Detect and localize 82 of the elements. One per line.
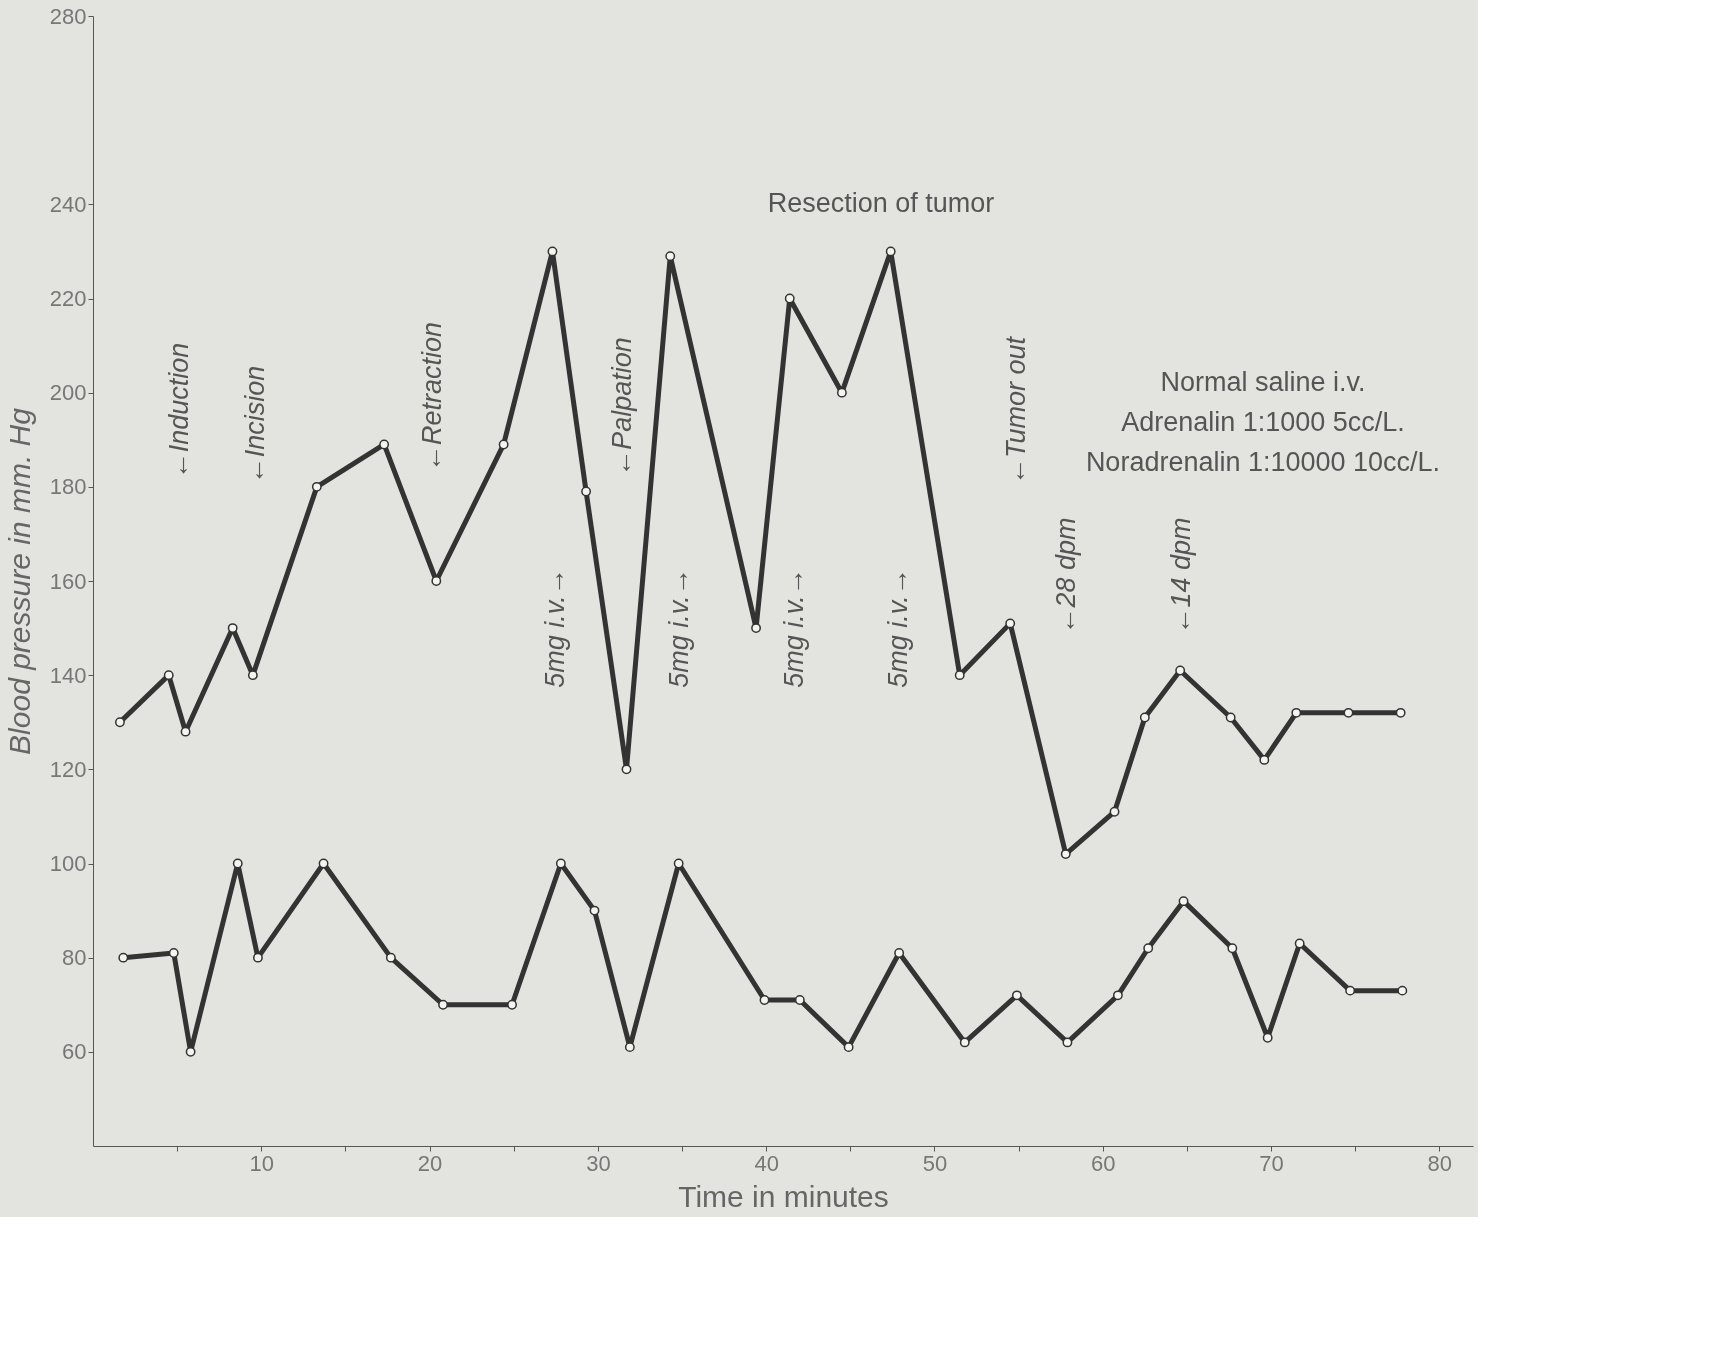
point	[438, 999, 448, 1010]
annotation: 5mg i.v.→	[883, 568, 913, 688]
y-tick-label: 80	[62, 945, 87, 971]
point	[794, 995, 805, 1005]
point	[168, 948, 179, 958]
point	[954, 670, 965, 681]
x-tick-label: 20	[417, 1150, 443, 1176]
point	[507, 999, 517, 1010]
y-tick-label: 240	[49, 191, 87, 217]
annotation: ←28 dpm	[1051, 517, 1081, 635]
annotation: ←Tumor out	[1001, 335, 1031, 486]
point	[1343, 707, 1354, 718]
point	[1178, 896, 1189, 907]
point	[118, 952, 129, 963]
annotation: ←Retraction	[417, 321, 447, 473]
annotation: 5mg i.v.→	[540, 568, 570, 688]
y-tick-label: 280	[49, 3, 87, 29]
point	[751, 623, 762, 634]
point	[247, 670, 258, 681]
y-tick-label: 140	[49, 662, 87, 688]
annotation: Normal saline i.v.	[1160, 367, 1366, 397]
point	[547, 246, 558, 257]
point	[1291, 707, 1302, 718]
point	[843, 1042, 854, 1053]
x-tick-label: 30	[586, 1150, 611, 1176]
point	[1395, 707, 1406, 718]
x-tick-label: 40	[754, 1150, 779, 1176]
point	[784, 293, 795, 304]
annotation: ←Induction	[164, 342, 194, 480]
point	[1060, 849, 1071, 860]
point	[959, 1037, 970, 1048]
point	[1175, 665, 1186, 676]
x-tick-label: 10	[249, 1150, 275, 1176]
point	[894, 948, 905, 958]
annotation: ←Palpation	[607, 337, 637, 477]
y-tick-label: 100	[49, 851, 87, 876]
x-tick-label: 50	[922, 1150, 948, 1176]
annotation: Adrenalin 1:1000 5cc/L.	[1121, 407, 1405, 437]
y-tick-label: 220	[49, 286, 87, 311]
point	[498, 439, 509, 450]
annotation: ←14 dpm	[1166, 517, 1196, 635]
x-axis-title: Time in minutes	[678, 1179, 889, 1213]
point	[589, 905, 600, 916]
annotation: 5mg i.v.→	[664, 568, 694, 688]
point	[1011, 990, 1022, 1001]
y-tick-label: 180	[49, 474, 87, 500]
point	[379, 439, 390, 450]
annotation: ←Incision	[240, 365, 270, 485]
point	[1139, 712, 1150, 723]
point	[624, 1042, 635, 1053]
point	[1397, 985, 1408, 996]
point	[1062, 1037, 1073, 1048]
y-tick-label: 160	[49, 568, 87, 594]
x-tick-label: 60	[1091, 1150, 1116, 1176]
point	[759, 995, 770, 1005]
point	[581, 486, 592, 497]
point	[621, 764, 632, 775]
point	[1225, 712, 1236, 723]
point	[1259, 754, 1270, 765]
point	[1227, 943, 1238, 954]
point	[1294, 938, 1305, 949]
point	[385, 952, 396, 963]
point	[1345, 985, 1356, 996]
annotation: 5mg i.v.→	[779, 568, 809, 688]
annotation: Resection of tumor	[767, 188, 995, 218]
point	[1112, 990, 1123, 1001]
annotation: Noradrenalin 1:10000 10cc/L.	[1085, 447, 1441, 477]
y-tick-label: 200	[49, 380, 87, 406]
y-axis-title: Blood pressure in mm. Hg	[2, 407, 36, 755]
point	[311, 481, 322, 492]
point	[1109, 806, 1120, 817]
x-tick-label: 80	[1427, 1150, 1453, 1176]
point	[431, 576, 442, 586]
y-tick-label: 60	[62, 1039, 87, 1065]
x-tick-label: 70	[1259, 1150, 1284, 1176]
y-tick-label: 120	[49, 756, 87, 782]
point	[232, 858, 243, 869]
point	[1143, 943, 1154, 954]
point	[885, 246, 896, 257]
point	[318, 858, 329, 869]
point	[114, 717, 125, 728]
point	[1005, 618, 1016, 629]
